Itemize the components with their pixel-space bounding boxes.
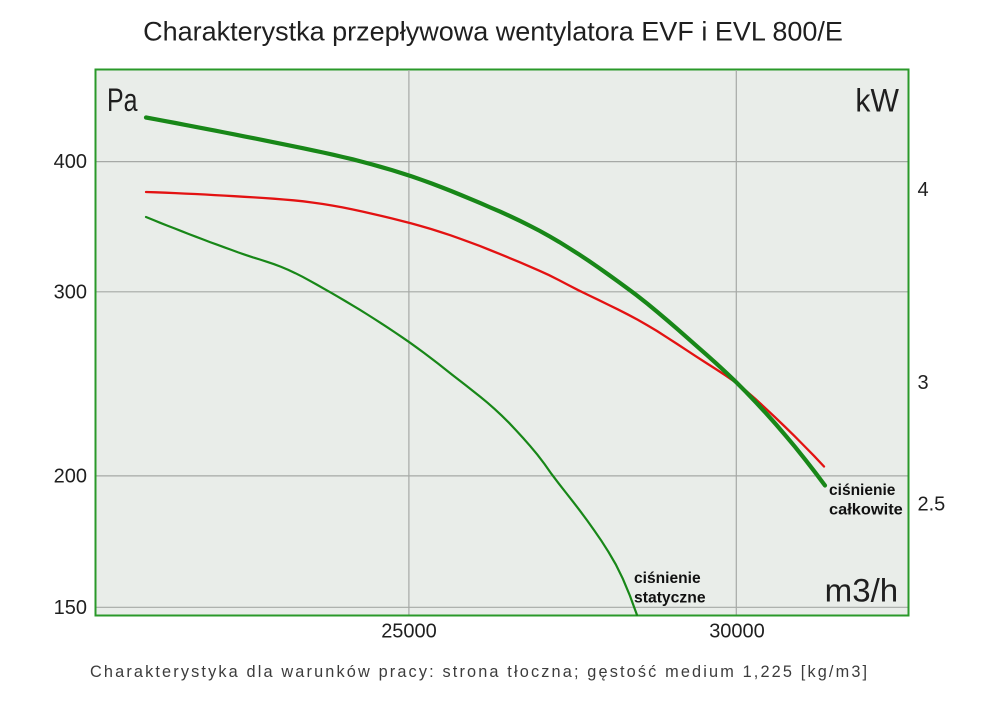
svg-text:25000: 25000: [381, 621, 437, 643]
svg-text:Charakterystyka dla warunków p: Charakterystyka dla warunków pracy: stro…: [90, 663, 869, 681]
svg-text:Charakterystka przepływowa wen: Charakterystka przepływowa wentylatora E…: [143, 17, 843, 47]
svg-text:ciśnienie: ciśnienie: [634, 570, 701, 587]
svg-text:200: 200: [54, 466, 87, 488]
svg-text:Pa: Pa: [107, 82, 138, 118]
svg-text:statyczne: statyczne: [634, 590, 706, 607]
svg-text:400: 400: [54, 151, 87, 173]
svg-text:150: 150: [54, 597, 87, 619]
svg-text:3: 3: [918, 372, 929, 394]
svg-text:2.5: 2.5: [918, 494, 946, 516]
svg-text:kW: kW: [855, 82, 899, 118]
svg-text:m3/h: m3/h: [825, 573, 899, 609]
svg-text:4: 4: [918, 179, 929, 201]
svg-text:całkowite: całkowite: [829, 502, 903, 519]
svg-text:30000: 30000: [709, 621, 765, 643]
svg-text:ciśnienie: ciśnienie: [829, 482, 896, 499]
svg-text:300: 300: [54, 282, 87, 304]
